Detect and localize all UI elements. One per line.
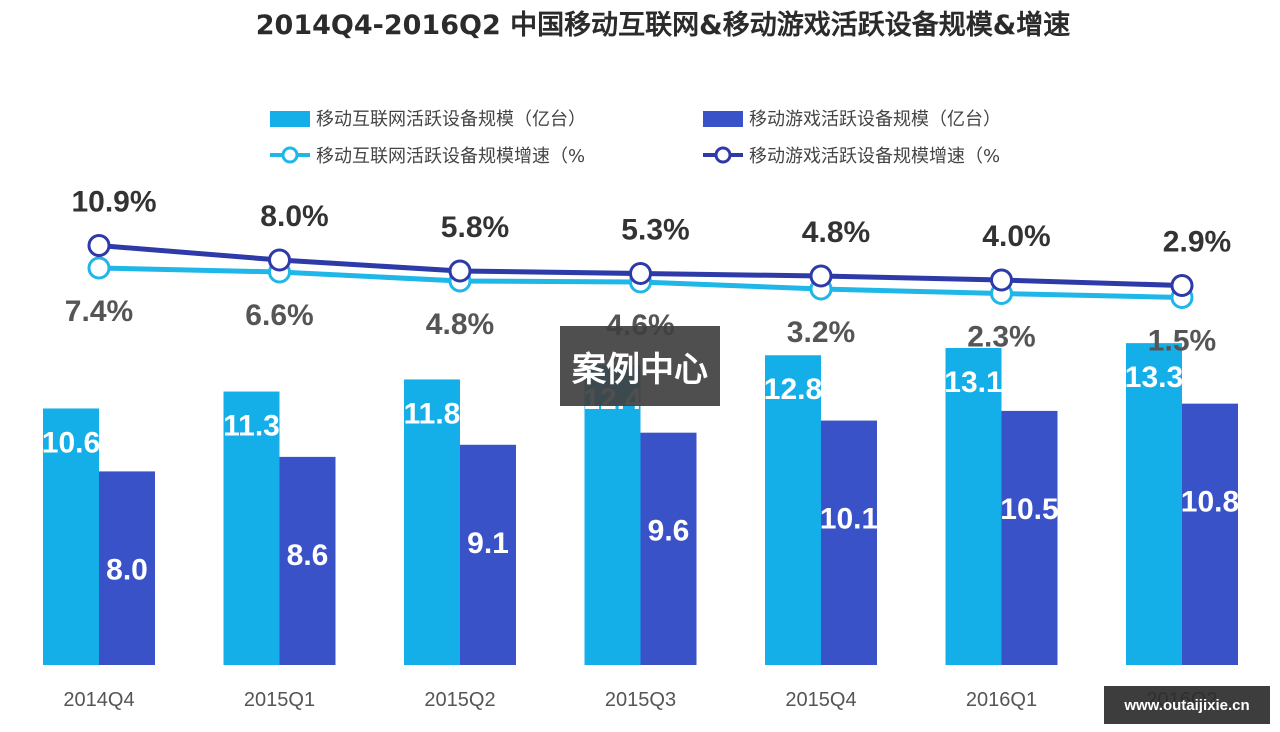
- point-game-2015Q2: [448, 259, 472, 283]
- bar-internet-2015Q2: [404, 379, 460, 665]
- category-label-2015Q4: 2015Q4: [785, 689, 856, 711]
- bar-label-internet-2014Q4: 10.6: [42, 426, 100, 459]
- point-game-2015Q4: [809, 264, 833, 288]
- bar-game-2015Q4: [821, 420, 877, 665]
- legend-label-internet-bar: 移动互联网活跃设备规模（亿台）: [316, 109, 586, 130]
- bar-label-internet-2016Q2: 13.3: [1125, 361, 1183, 394]
- bars-layer: [43, 343, 1238, 665]
- bar-label-internet-2015Q1: 11.3: [223, 410, 280, 443]
- legend-marker-internet-line: [281, 146, 299, 164]
- pct-label-internet-2015Q4: 3.2%: [787, 316, 855, 349]
- bar-label-game-2015Q2: 9.1: [467, 527, 509, 560]
- pct-label-game-2014Q4: 10.9%: [71, 186, 156, 219]
- bar-game-2015Q2: [460, 444, 516, 665]
- legend-label-game-bar: 移动游戏活跃设备规模（亿台）: [749, 109, 1001, 130]
- bar-game-2014Q4: [99, 471, 155, 665]
- bar-internet-2014Q4: [43, 408, 99, 665]
- lines-layer: [87, 234, 1194, 309]
- bar-label-internet-2016Q1: 13.1: [944, 366, 1002, 399]
- category-label-2014Q4: 2014Q4: [63, 689, 134, 711]
- pct-label-internet-2014Q4: 7.4%: [65, 295, 133, 328]
- pct-label-internet-2015Q2: 4.8%: [426, 308, 494, 341]
- bar-internet-2015Q3: [584, 364, 641, 665]
- bar-label-game-2014Q4: 8.0: [106, 553, 148, 586]
- legend-swatch-game-bar: [703, 111, 743, 127]
- point-game-2014Q4: [87, 234, 111, 257]
- watermark-badge: 案例中心: [560, 326, 720, 406]
- pct-label-game-2015Q2: 5.8%: [441, 211, 509, 244]
- pct-label-game-2015Q3: 5.3%: [621, 214, 689, 247]
- pct-label-game-2015Q4: 4.8%: [802, 216, 870, 249]
- bar-label-game-2016Q2: 10.8: [1181, 486, 1239, 519]
- legend-label-game-line: 移动游戏活跃设备规模增速（%: [749, 146, 1000, 167]
- bar-internet-2015Q1: [223, 391, 280, 665]
- legend-label-internet-line: 移动互联网活跃设备规模增速（%: [316, 146, 585, 167]
- category-label-2016Q1: 2016Q1: [966, 689, 1037, 711]
- labels-layer: 10.6 8.0 2014Q4 11.3 8.6 2015Q1 11.8 9.1 2015Q2 1…: [42, 186, 1239, 712]
- legend: 移动互联网活跃设备规模（亿台） 移动游戏活跃设备规模（亿台） 移动互联网活跃设备…: [270, 109, 1001, 167]
- bar-internet-2016Q1: [945, 347, 1002, 665]
- bar-game-2015Q3: [640, 432, 697, 665]
- bar-internet-2015Q4: [765, 355, 821, 665]
- point-game-2016Q1: [990, 268, 1013, 292]
- pct-label-internet-2015Q1: 6.6%: [245, 299, 313, 332]
- legend-marker-game-line: [714, 146, 732, 164]
- point-internet-2014Q4: [87, 256, 111, 280]
- bar-label-internet-2015Q4: 12.8: [764, 373, 822, 406]
- point-game-2015Q1: [268, 248, 291, 272]
- bar-label-game-2015Q3: 9.6: [648, 515, 690, 548]
- pct-label-internet-2016Q2: 1.5%: [1148, 325, 1216, 358]
- bar-label-game-2015Q4: 10.1: [820, 503, 878, 536]
- pct-label-game-2016Q2: 2.9%: [1163, 226, 1231, 259]
- chart-title: 2014Q4-2016Q2 中国移动互联网&移动游戏活跃设备规模&增速: [256, 9, 1070, 41]
- category-label-2015Q3: 2015Q3: [605, 689, 676, 711]
- bar-game-2015Q1: [279, 456, 336, 665]
- bar-label-game-2016Q1: 10.5: [1000, 493, 1058, 526]
- point-game-2015Q3: [629, 262, 652, 285]
- bar-label-game-2015Q1: 8.6: [287, 539, 329, 572]
- pct-label-internet-2016Q1: 2.3%: [967, 321, 1035, 354]
- category-label-2015Q2: 2015Q2: [424, 689, 495, 711]
- bar-internet-2016Q2: [1126, 343, 1182, 665]
- legend-swatch-internet-bar: [270, 111, 310, 127]
- bar-label-internet-2015Q2: 11.8: [404, 397, 461, 430]
- bar-game-2016Q2: [1182, 403, 1238, 665]
- point-game-2016Q2: [1170, 274, 1194, 297]
- pct-label-game-2015Q1: 8.0%: [260, 200, 328, 233]
- bar-game-2016Q1: [1001, 410, 1058, 665]
- pct-label-game-2016Q1: 4.0%: [982, 220, 1050, 253]
- category-label-2015Q1: 2015Q1: [244, 689, 315, 711]
- site-url-badge: www.outaijixie.cn: [1104, 686, 1270, 724]
